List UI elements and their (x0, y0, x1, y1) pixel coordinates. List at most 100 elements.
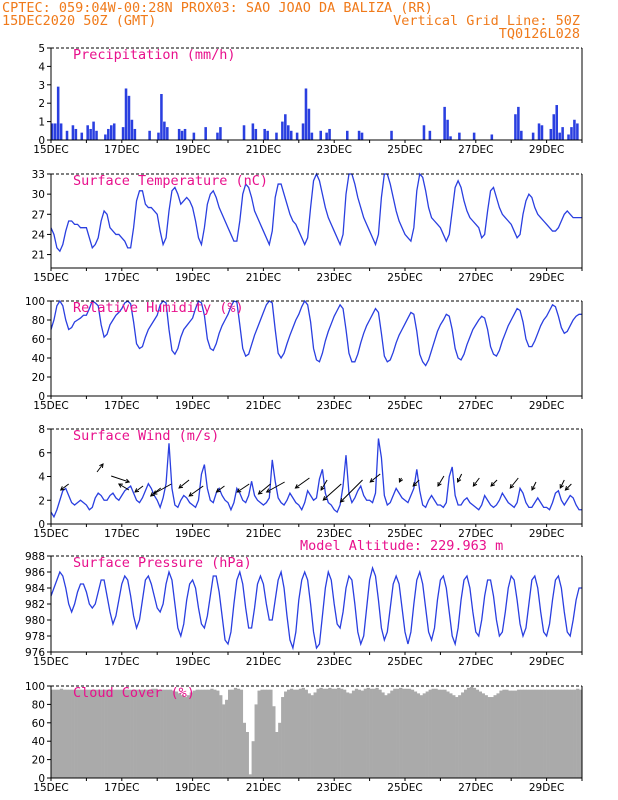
temperature-x-tick-label: 21DEC (246, 272, 281, 284)
cloud-cover-y-tick-label: 60 (32, 718, 45, 730)
header-line-1: CPTEC: 059:04W-00:28N PROX03: SAO JOAO D… (2, 0, 433, 16)
wind-arrow (178, 479, 190, 489)
precip-bar (166, 127, 169, 140)
wind-arrow-head (99, 463, 104, 469)
wind-arrow (490, 479, 498, 487)
wind-arrow (258, 483, 271, 495)
cloud-bar (115, 689, 120, 778)
precipitation-x-tick-label: 15DEC (33, 144, 68, 156)
cloud-bar (225, 699, 229, 778)
cloud-bar (257, 690, 261, 778)
precip-bar (490, 134, 494, 140)
precip-bar (124, 88, 128, 140)
precip-bar (552, 114, 556, 140)
wind-title: Surface Wind (m/s) (73, 428, 219, 444)
humidity-x-tick-label: 21DEC (246, 400, 281, 412)
cloud-cover-x-tick-label: 15DEC (33, 782, 68, 794)
precip-bar (325, 132, 328, 140)
wind-y-tick-label: 4 (38, 472, 45, 484)
wind-arrow-head (412, 482, 418, 487)
cloud-bar (77, 689, 81, 778)
cloud-bar (151, 688, 155, 778)
cloud-cover-x-tick-label: 29DEC (529, 782, 564, 794)
precip-bar (284, 114, 287, 140)
cloud-bar (65, 689, 69, 778)
wind-arrow (111, 475, 130, 483)
precip-bar (130, 119, 134, 140)
temperature-y-tick-label: 30 (32, 189, 45, 201)
wind-arrow-head (236, 488, 242, 493)
precip-bar (275, 132, 278, 140)
cloud-bar (384, 695, 388, 778)
precipitation-x-tick-label: 27DEC (458, 144, 493, 156)
header-grid-line: Vertical Grid Line: 50Z (393, 13, 580, 29)
pressure-x-tick-label: 17DEC (104, 656, 139, 668)
precip-bar (517, 106, 520, 140)
cloud-bar (104, 689, 108, 778)
cloud-bar (437, 689, 441, 778)
cloud-bar (520, 689, 524, 778)
temperature-y-tick-label: 24 (32, 229, 46, 241)
cloud-bar (169, 689, 173, 778)
cloud-bar (537, 689, 541, 778)
humidity-y-tick-label: 80 (32, 315, 45, 327)
wind-y-tick-label: 8 (38, 424, 45, 436)
precip-bar (71, 125, 75, 140)
wind-arrow-head (152, 490, 158, 495)
humidity-line (50, 299, 582, 367)
precip-bar (121, 127, 125, 140)
humidity-panel: 0 20 40 60 80 100 15DEC 17DEC 19DEC 21DEC 23DEC 25D… (25, 296, 583, 412)
cloud-bar (493, 695, 497, 778)
cloud-bar (570, 689, 574, 778)
cloud-bar (431, 688, 435, 778)
precip-bar (390, 130, 393, 140)
precip-bar (573, 119, 576, 140)
precip-bar (328, 128, 331, 140)
cloud-cover-x-tick-label: 23DEC (316, 782, 351, 794)
wind-arrow (188, 485, 204, 497)
cloud-bar (59, 688, 64, 778)
humidity-x-tick-label: 29DEC (529, 400, 564, 412)
cloud-bar (133, 689, 137, 778)
humidity-y-tick-label: 20 (32, 372, 45, 384)
wind-arrow-head (559, 483, 564, 489)
precip-bar (428, 130, 432, 140)
cloud-bar (346, 692, 350, 778)
cloud-bar (555, 689, 559, 778)
wind-arrow (531, 481, 537, 491)
precipitation-x-tick-label: 25DEC (387, 144, 422, 156)
pressure-y-tick-label: 982 (25, 599, 45, 611)
cloud-cover-y-tick-label: 20 (32, 755, 45, 767)
cloud-bar (148, 689, 152, 778)
cloud-bar (455, 697, 459, 778)
pressure-y-tick-label: 986 (25, 567, 45, 579)
precip-bar (74, 128, 78, 140)
precip-bar (531, 132, 535, 140)
cloud-bar (496, 693, 500, 778)
wind-arrow-head (178, 484, 184, 489)
cloud-bar (160, 689, 164, 778)
cloud-bar (369, 688, 373, 778)
cloud-bar (567, 689, 571, 778)
cloud-bar (145, 689, 149, 778)
precipitation-y-tick-label: 5 (38, 43, 45, 55)
cloud-bar (393, 688, 397, 778)
precip-bar (567, 134, 570, 140)
wind-arrow (369, 473, 381, 483)
wind-arrow (96, 463, 104, 473)
precipitation-x-tick-label: 21DEC (246, 144, 281, 156)
cloud-bar (478, 691, 482, 778)
precip-bar (307, 108, 311, 140)
humidity-x-tick-label: 17DEC (104, 400, 139, 412)
wind-arrow-head (215, 488, 221, 493)
cloud-bar (245, 732, 249, 778)
cloud-bar (517, 689, 521, 778)
cloud-bar (295, 689, 300, 778)
temperature-y-tick-label: 33 (32, 169, 45, 181)
temperature-title: Surface Temperature (nC) (73, 173, 268, 189)
cloud-bar (487, 697, 491, 778)
wind-arrow-head (265, 488, 271, 493)
cloud-bar (157, 689, 161, 778)
wind-line (50, 438, 582, 519)
precip-bar (558, 132, 561, 140)
